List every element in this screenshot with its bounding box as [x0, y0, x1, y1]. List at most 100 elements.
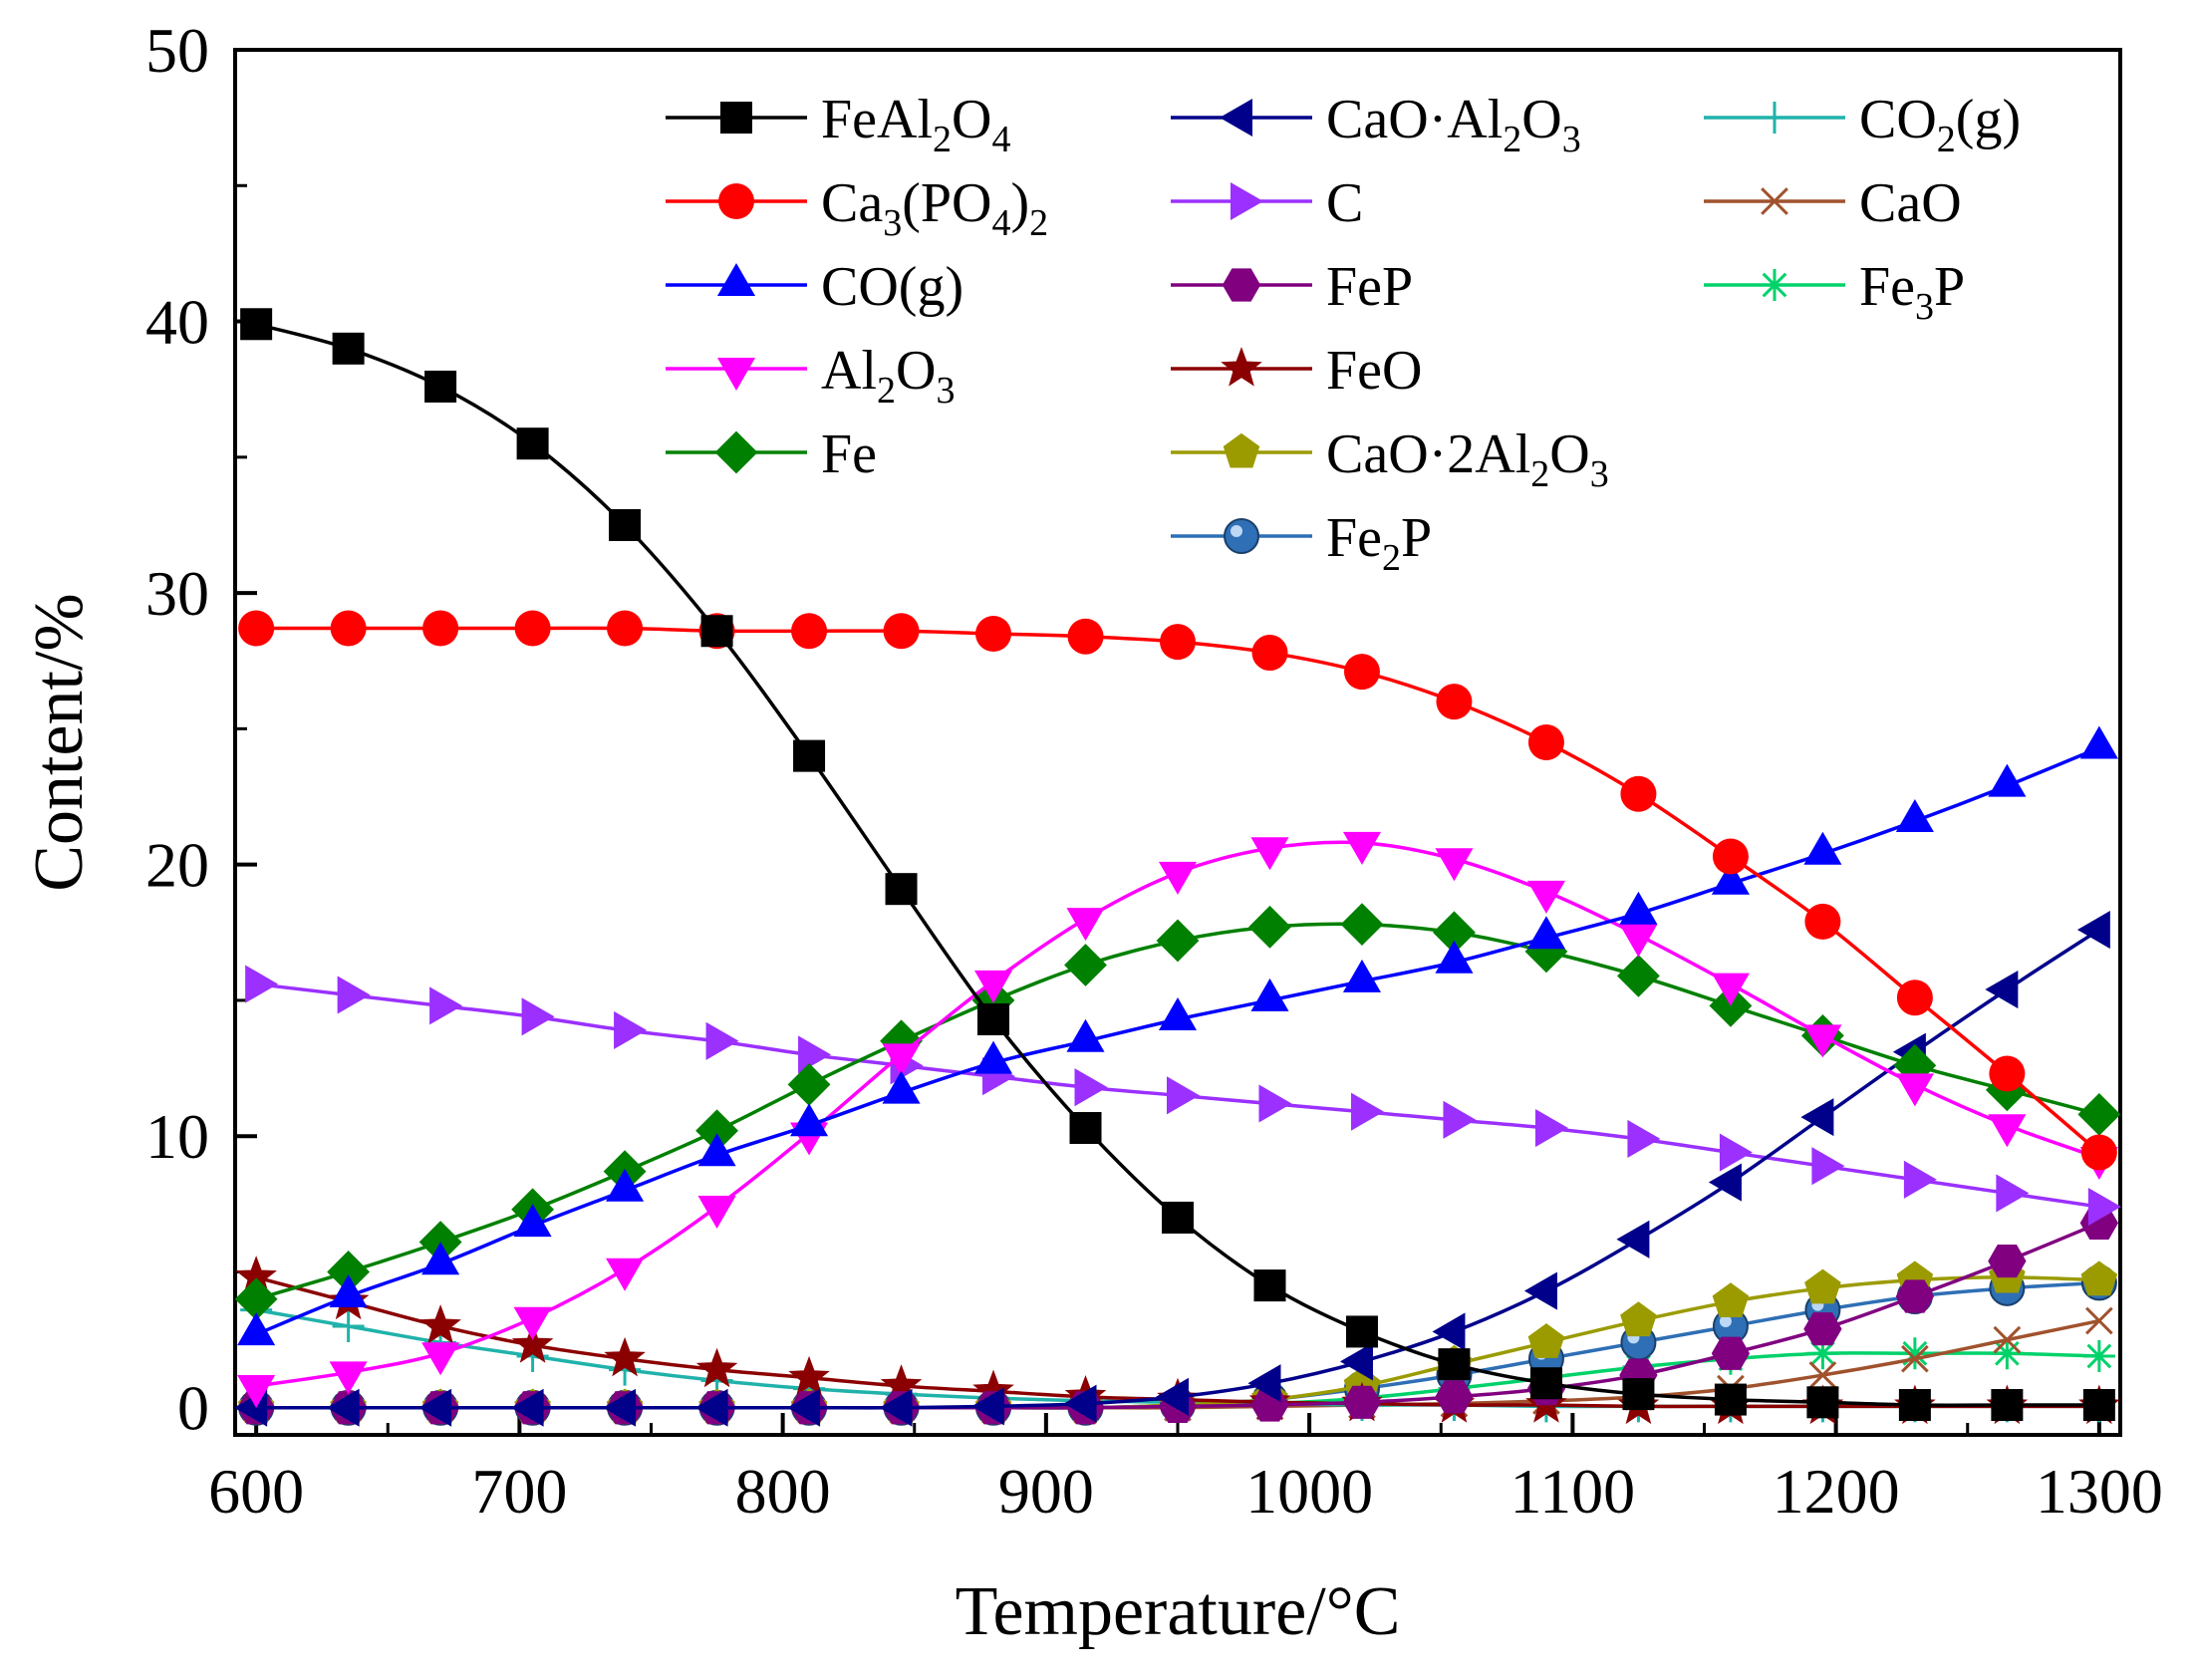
point-cao-al2o3	[1708, 1163, 1742, 1202]
point-feal2o4	[1162, 1201, 1194, 1234]
point-c	[1719, 1133, 1753, 1172]
legend-item-co-g: CO(g)	[666, 256, 963, 318]
legend-marker-feo	[1221, 347, 1262, 387]
point-feo	[419, 1304, 461, 1344]
point-al2o3	[513, 1306, 552, 1340]
point-fe	[1433, 911, 1476, 955]
point-cao-al2o3	[418, 1388, 452, 1427]
x-tick-label: 1200	[1773, 1456, 1900, 1527]
point-feal2o4	[1438, 1348, 1471, 1381]
point-ca3-po4-2	[1067, 618, 1104, 655]
legend-label-feo: FeO	[1326, 340, 1422, 402]
legend-item-fe2p: Fe2P	[1171, 507, 1432, 579]
legend-marker-cao-2al2o3	[1223, 432, 1260, 468]
point-ca3-po4-2	[1989, 1055, 2026, 1092]
point-fep	[1342, 1385, 1382, 1419]
point-ca3-po4-2	[1436, 684, 1473, 720]
point-al2o3	[237, 1374, 276, 1408]
point-ca3-po4-2	[883, 613, 920, 650]
series-c	[245, 965, 2121, 1227]
point-co-g	[1435, 940, 1474, 974]
legend-marker-fe3p	[1759, 269, 1790, 301]
y-tick-label: 50	[145, 15, 209, 86]
point-feal2o4	[793, 739, 826, 772]
series-al2o3	[237, 831, 2118, 1408]
point-c	[1811, 1147, 1845, 1186]
point-c	[1903, 1160, 1937, 1199]
point-cao-2al2o3	[1527, 1323, 1565, 1358]
axis-ticks: 600 700 800 900 1000 1100 1200 1300 0 10 20 30 40 50	[145, 15, 2163, 1527]
point-cao-al2o3	[1247, 1364, 1281, 1403]
legend-item-feal2o4: FeAl2O4	[666, 89, 1010, 160]
point-ca3-po4-2	[1620, 775, 1657, 812]
point-al2o3	[1526, 880, 1565, 914]
legend-label-fe2p: Fe2P	[1326, 507, 1432, 579]
legend-item-fe3p: Fe3P	[1704, 256, 1965, 328]
point-ca3-po4-2	[330, 610, 367, 647]
point-al2o3	[697, 1196, 736, 1230]
y-tick-label: 40	[145, 287, 209, 358]
point-c	[798, 1035, 832, 1074]
series-line-feal2o4	[255, 322, 2099, 1407]
point-fe	[234, 1277, 278, 1321]
point-feo	[788, 1355, 830, 1396]
point-cao-al2o3	[1339, 1342, 1373, 1381]
legend-label-cao-2al2o3: CaO·2Al2O3	[1326, 423, 1609, 495]
point-cao-al2o3	[510, 1388, 544, 1427]
point-cao-2al2o3	[1620, 1301, 1657, 1337]
point-fep	[1711, 1336, 1751, 1370]
point-fep	[1435, 1380, 1474, 1414]
point-c	[429, 986, 463, 1025]
point-c	[614, 1010, 648, 1049]
legend-marker-co2-g	[1759, 102, 1790, 134]
legend-label-c: C	[1326, 172, 1363, 234]
point-feal2o4	[2082, 1389, 2115, 1422]
point-feal2o4	[1991, 1389, 2024, 1422]
point-fe	[1156, 919, 1200, 963]
legend-item-fep: FeP	[1171, 256, 1413, 318]
point-cao-al2o3	[787, 1388, 821, 1427]
legend-label-feal2o4: FeAl2O4	[821, 89, 1010, 160]
point-ca3-po4-2	[1160, 624, 1196, 661]
point-ca3-po4-2	[238, 610, 275, 647]
point-co-g	[421, 1242, 460, 1275]
legend-marker-cao-al2o3	[1220, 98, 1252, 138]
point-cao-2al2o3	[1712, 1282, 1750, 1318]
point-al2o3	[973, 970, 1013, 1003]
point-cao	[1901, 1344, 1929, 1373]
legend-item-co2-g: CO2(g)	[1704, 89, 2021, 160]
point-fe	[1340, 903, 1384, 947]
y-tick-label: 0	[177, 1373, 209, 1444]
point-cao-2al2o3	[2080, 1260, 2118, 1296]
point-cao-al2o3	[2076, 911, 2110, 950]
point-c	[1534, 1108, 1568, 1148]
point-c	[1627, 1119, 1661, 1158]
legend-marker-al2o3	[716, 358, 756, 392]
point-fe	[695, 1109, 738, 1153]
legend-item-cao: CaO	[1704, 172, 1962, 234]
x-tick-label: 1100	[1510, 1456, 1636, 1527]
legend-item-feo: FeO	[1171, 340, 1422, 402]
point-al2o3	[1803, 1024, 1842, 1058]
point-feal2o4	[885, 873, 918, 906]
y-tick-label: 20	[145, 830, 209, 901]
point-feo	[511, 1323, 554, 1363]
point-c	[337, 976, 371, 1014]
point-c	[1074, 1068, 1108, 1107]
point-cao-al2o3	[1156, 1377, 1189, 1416]
point-feal2o4	[332, 332, 365, 365]
point-fe	[787, 1062, 831, 1106]
point-ca3-po4-2	[791, 613, 828, 650]
series-cao-al2o3	[234, 911, 2110, 1427]
point-al2o3	[1895, 1073, 1934, 1107]
point-al2o3	[1988, 1114, 2027, 1148]
legend-item-cao-2al2o3: CaO·2Al2O3	[1171, 423, 1609, 495]
point-c	[2087, 1188, 2121, 1227]
point-feal2o4	[516, 427, 549, 460]
legend-marker-co-g	[716, 262, 756, 296]
x-tick-label: 900	[998, 1456, 1094, 1527]
point-cao	[2084, 1306, 2113, 1335]
x-tick-label: 1300	[2036, 1456, 2163, 1527]
point-c	[1443, 1100, 1477, 1139]
point-co-g	[1619, 891, 1658, 925]
